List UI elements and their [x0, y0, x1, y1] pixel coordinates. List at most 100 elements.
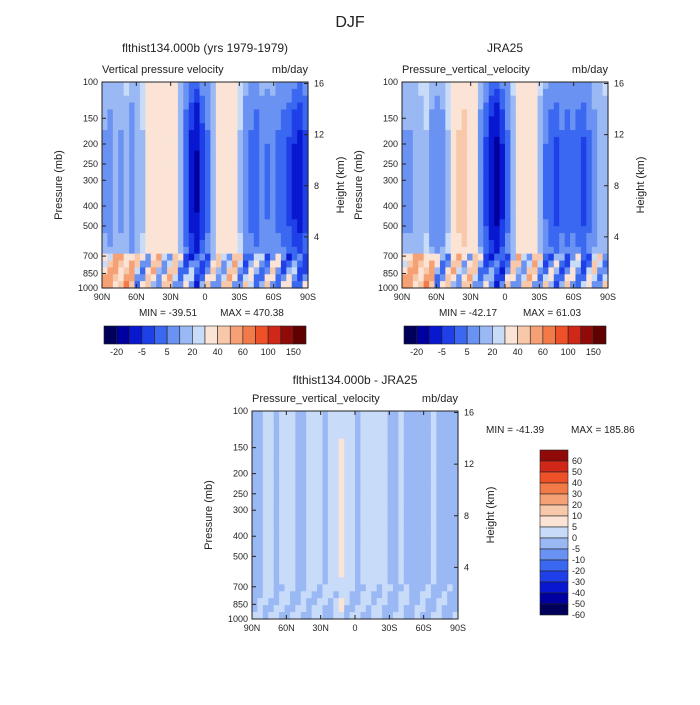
field-cell: [264, 246, 271, 255]
field-cell: [257, 521, 264, 530]
field-cell: [270, 102, 277, 111]
field-cell: [161, 88, 168, 97]
field-cell: [434, 281, 441, 289]
field-cell: [286, 274, 293, 282]
field-cell: [559, 233, 566, 241]
field-cell: [167, 102, 174, 111]
field-cell: [532, 102, 539, 111]
field-cell: [302, 88, 309, 97]
field-cell: [355, 417, 362, 426]
y-tick-label: 300: [383, 175, 398, 185]
colorbar-swatch: [479, 325, 493, 345]
field-cell: [423, 95, 430, 104]
field-cell: [118, 185, 125, 193]
field-cell: [586, 198, 593, 207]
field-cell: [580, 226, 587, 234]
field-cell: [295, 535, 302, 544]
field-cell: [322, 521, 329, 530]
field-cell: [129, 281, 136, 289]
field-cell: [499, 136, 506, 145]
field-cell: [306, 494, 313, 502]
field-cell: [112, 233, 119, 241]
field-cell: [194, 253, 201, 262]
field-cell: [483, 102, 490, 111]
field-cell: [129, 212, 136, 220]
field-cell: [295, 424, 302, 433]
field-cell: [425, 480, 432, 488]
field-cell: [259, 88, 266, 97]
field-cell: [591, 143, 598, 152]
field-cell: [215, 95, 222, 104]
field-cell: [360, 521, 367, 530]
field-cell: [494, 157, 501, 165]
field-cell: [548, 143, 555, 152]
field-cell: [273, 459, 280, 468]
field-cell: [262, 501, 269, 509]
field-cell: [526, 95, 533, 104]
field-cell: [210, 150, 217, 159]
field-cell: [248, 253, 255, 262]
field-cell: [521, 82, 528, 90]
x-tick-label: 60S: [566, 292, 582, 302]
field-cell: [360, 473, 367, 481]
field-cell: [355, 438, 362, 447]
field-cell: [205, 219, 212, 227]
field-cell: [268, 487, 275, 495]
field-cell: [188, 123, 195, 131]
field-cell: [134, 246, 141, 255]
field-cell: [505, 150, 512, 159]
field-cell: [286, 260, 293, 268]
x-tick-label: 30N: [312, 623, 329, 633]
field-cell: [403, 521, 410, 530]
field-cell: [102, 164, 109, 172]
field-cell: [311, 542, 318, 551]
field-cell: [344, 459, 351, 468]
x-tick-label: 30N: [462, 292, 479, 302]
field-cell: [570, 281, 577, 289]
field-cell: [450, 239, 457, 248]
field-cell: [123, 281, 130, 289]
field-cell: [441, 549, 448, 558]
field-cell: [472, 233, 479, 241]
field-cell: [349, 480, 356, 488]
field-cell: [575, 123, 582, 131]
field-cell: [441, 424, 448, 433]
field-cell: [450, 157, 457, 165]
field-cell: [172, 178, 179, 186]
field-cell: [510, 88, 517, 97]
field-cell: [279, 494, 286, 502]
field-cell: [302, 157, 309, 165]
field-cell: [430, 605, 437, 613]
field-cell: [252, 459, 259, 468]
field-cell: [423, 212, 430, 220]
field-cell: [398, 473, 405, 481]
field-cell: [291, 281, 298, 289]
field-cell: [499, 150, 506, 159]
field-cell: [559, 136, 566, 145]
field-cell: [215, 136, 222, 145]
field-cell: [434, 116, 441, 124]
field-cell: [295, 417, 302, 426]
field-cell: [338, 452, 345, 461]
field-cell: [423, 219, 430, 227]
field-cell: [129, 102, 136, 111]
field-cell: [420, 487, 427, 495]
field-cell: [107, 102, 114, 111]
field-cell: [434, 164, 441, 172]
field-cell: [548, 253, 555, 262]
field-cell: [270, 212, 277, 220]
field-cell: [188, 171, 195, 179]
field-cell: [532, 198, 539, 207]
field-cell: [483, 157, 490, 165]
field-cell: [499, 205, 506, 214]
field-cell: [398, 494, 405, 502]
field-cell: [221, 88, 228, 97]
field-cell: [597, 88, 604, 97]
field-cell: [107, 233, 114, 241]
field-cell: [575, 226, 582, 234]
field-cell: [439, 143, 446, 152]
field-cell: [402, 260, 409, 268]
field-cell: [570, 150, 577, 159]
field-cell: [371, 473, 378, 481]
field-cell: [602, 205, 609, 214]
